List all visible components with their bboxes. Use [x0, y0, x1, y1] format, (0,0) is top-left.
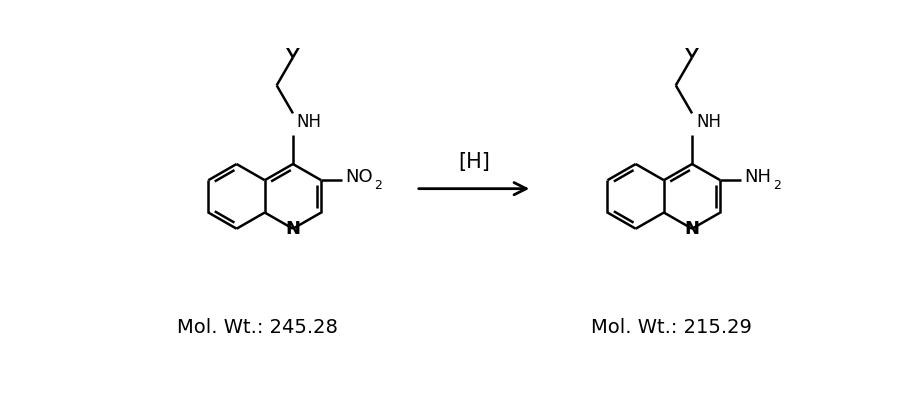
Text: NO: NO [345, 168, 374, 186]
Text: Mol. Wt.: 215.29: Mol. Wt.: 215.29 [591, 318, 752, 337]
Text: 2: 2 [375, 179, 382, 192]
Text: [H]: [H] [458, 152, 490, 172]
Text: NH: NH [297, 113, 322, 131]
Text: 2: 2 [774, 179, 781, 192]
Text: N: N [684, 220, 700, 238]
Text: Mol. Wt.: 245.28: Mol. Wt.: 245.28 [176, 318, 337, 337]
Text: NH: NH [744, 168, 772, 186]
Text: N: N [285, 220, 301, 238]
Text: NH: NH [696, 113, 721, 131]
